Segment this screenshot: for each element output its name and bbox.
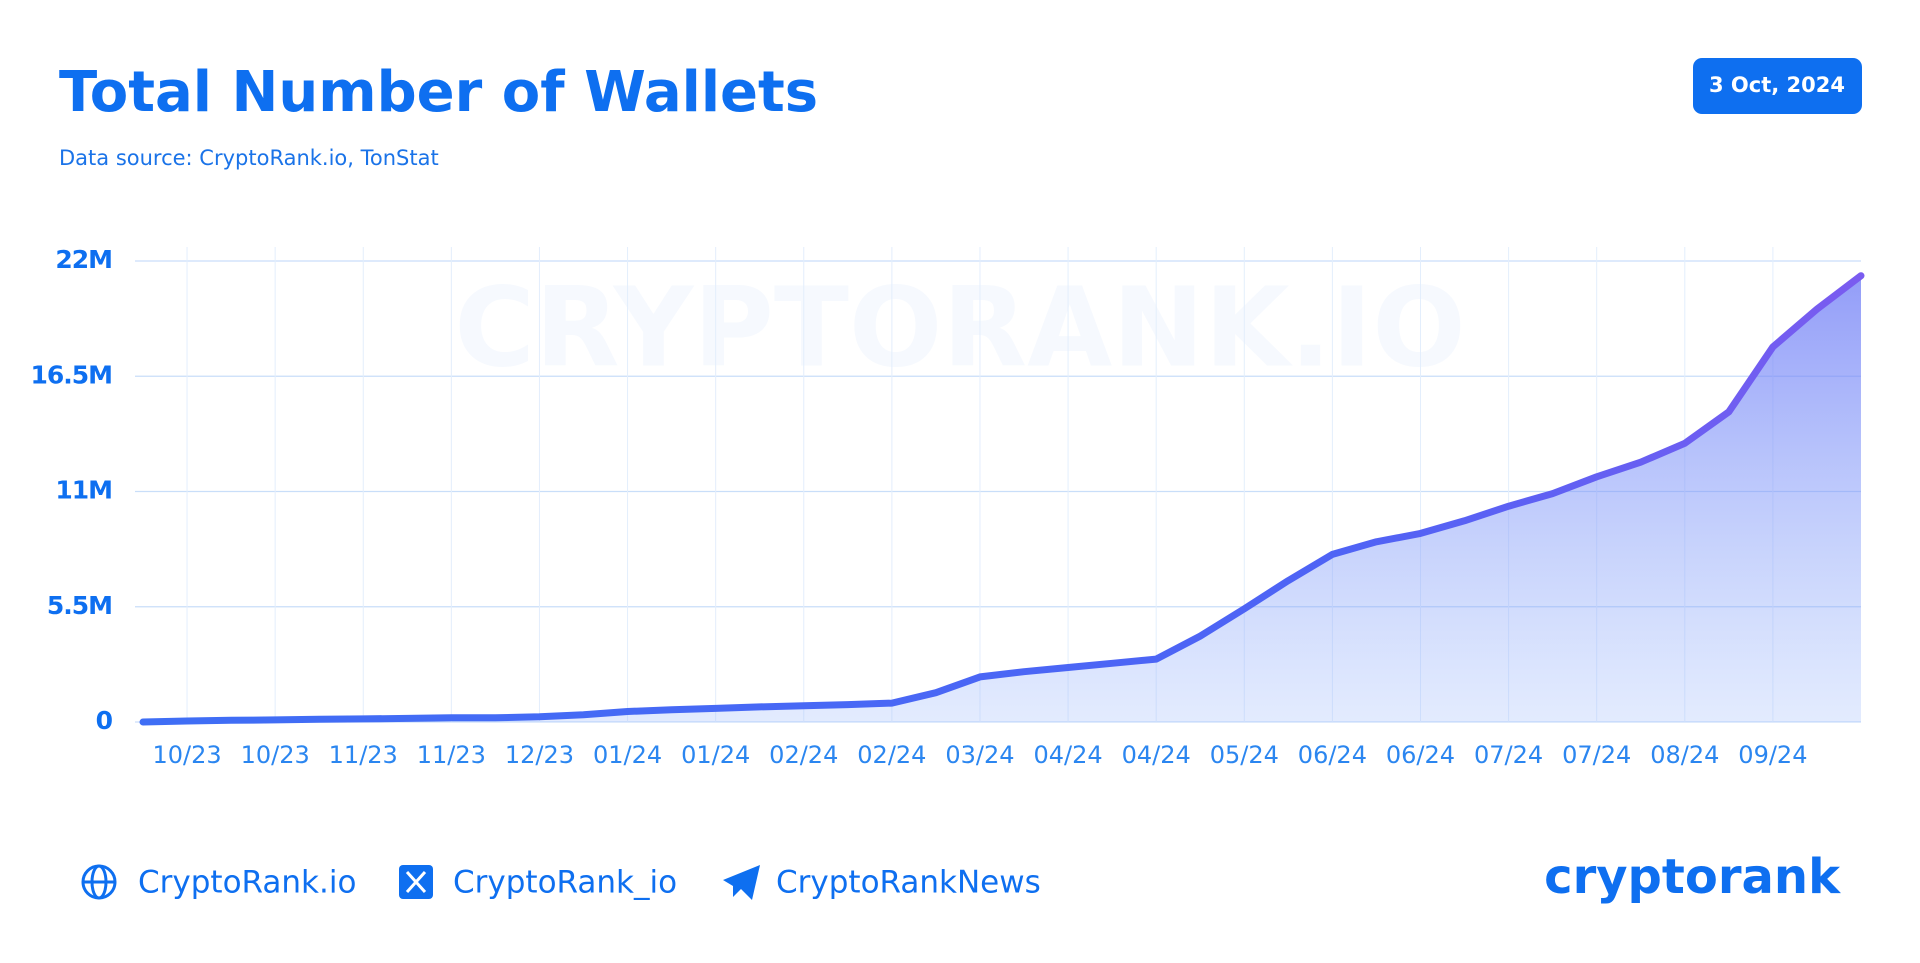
x-tick-label: 11/23	[329, 741, 398, 769]
x-tick-label: 06/24	[1298, 741, 1367, 769]
x-tick-label: 05/24	[1210, 741, 1279, 769]
date: 3 Oct, 2024	[1709, 73, 1845, 97]
watermark: CRYPTORANK.IO	[454, 263, 1466, 391]
x-tick-label: 04/24	[1122, 741, 1191, 769]
footer-link[interactable]: CryptoRank_io	[453, 865, 677, 901]
subtitle: Data source: CryptoRank.io, TonStat	[59, 146, 439, 170]
date-badge	[1693, 58, 1862, 114]
footer: CryptoRank.io CryptoRank_io CryptoRankNe…	[81, 849, 1841, 905]
x-tick-label: 01/24	[593, 741, 662, 769]
x-tick-label: 10/23	[241, 741, 310, 769]
area	[143, 275, 1861, 722]
footer-link[interactable]: CryptoRankNews	[776, 865, 1041, 901]
x-tick-label: 12/23	[505, 741, 574, 769]
footer-link[interactable]: CryptoRank.io	[138, 865, 356, 901]
x-tick-label: 10/23	[152, 741, 221, 769]
x-tick-label: 06/24	[1386, 741, 1455, 769]
chart-title: Total Number of Wallets	[59, 60, 818, 125]
y-tick-label: 0	[96, 706, 113, 735]
x-tick-label: 02/24	[769, 741, 838, 769]
x-tick-label: 02/24	[857, 741, 926, 769]
y-tick-label: 22M	[55, 245, 112, 274]
logo: cryptorank	[1544, 849, 1841, 905]
x-icon-glyph	[405, 870, 427, 894]
x-tick-label: 04/24	[1033, 741, 1102, 769]
x-tick-label: 09/24	[1738, 741, 1807, 769]
x-tick-label: 07/24	[1474, 741, 1543, 769]
x-tick-label: 07/24	[1562, 741, 1631, 769]
globe-icon	[81, 864, 117, 900]
x-tick-label: 03/24	[945, 741, 1014, 769]
line	[139, 272, 1865, 726]
x-tick-label: 01/24	[681, 741, 750, 769]
x-tick-label: 11/23	[417, 741, 486, 769]
x-tick-label: 08/24	[1650, 741, 1719, 769]
y-tick-label: 11M	[55, 476, 112, 505]
telegram-icon	[723, 865, 760, 900]
y-tick-label: 16.5M	[30, 360, 112, 389]
y-tick-label: 5.5M	[47, 591, 112, 620]
plot: 0 5.5M 11M 16.5M 22M 10/23 10/23 11/23 11/23 12/2…	[30, 245, 1865, 769]
